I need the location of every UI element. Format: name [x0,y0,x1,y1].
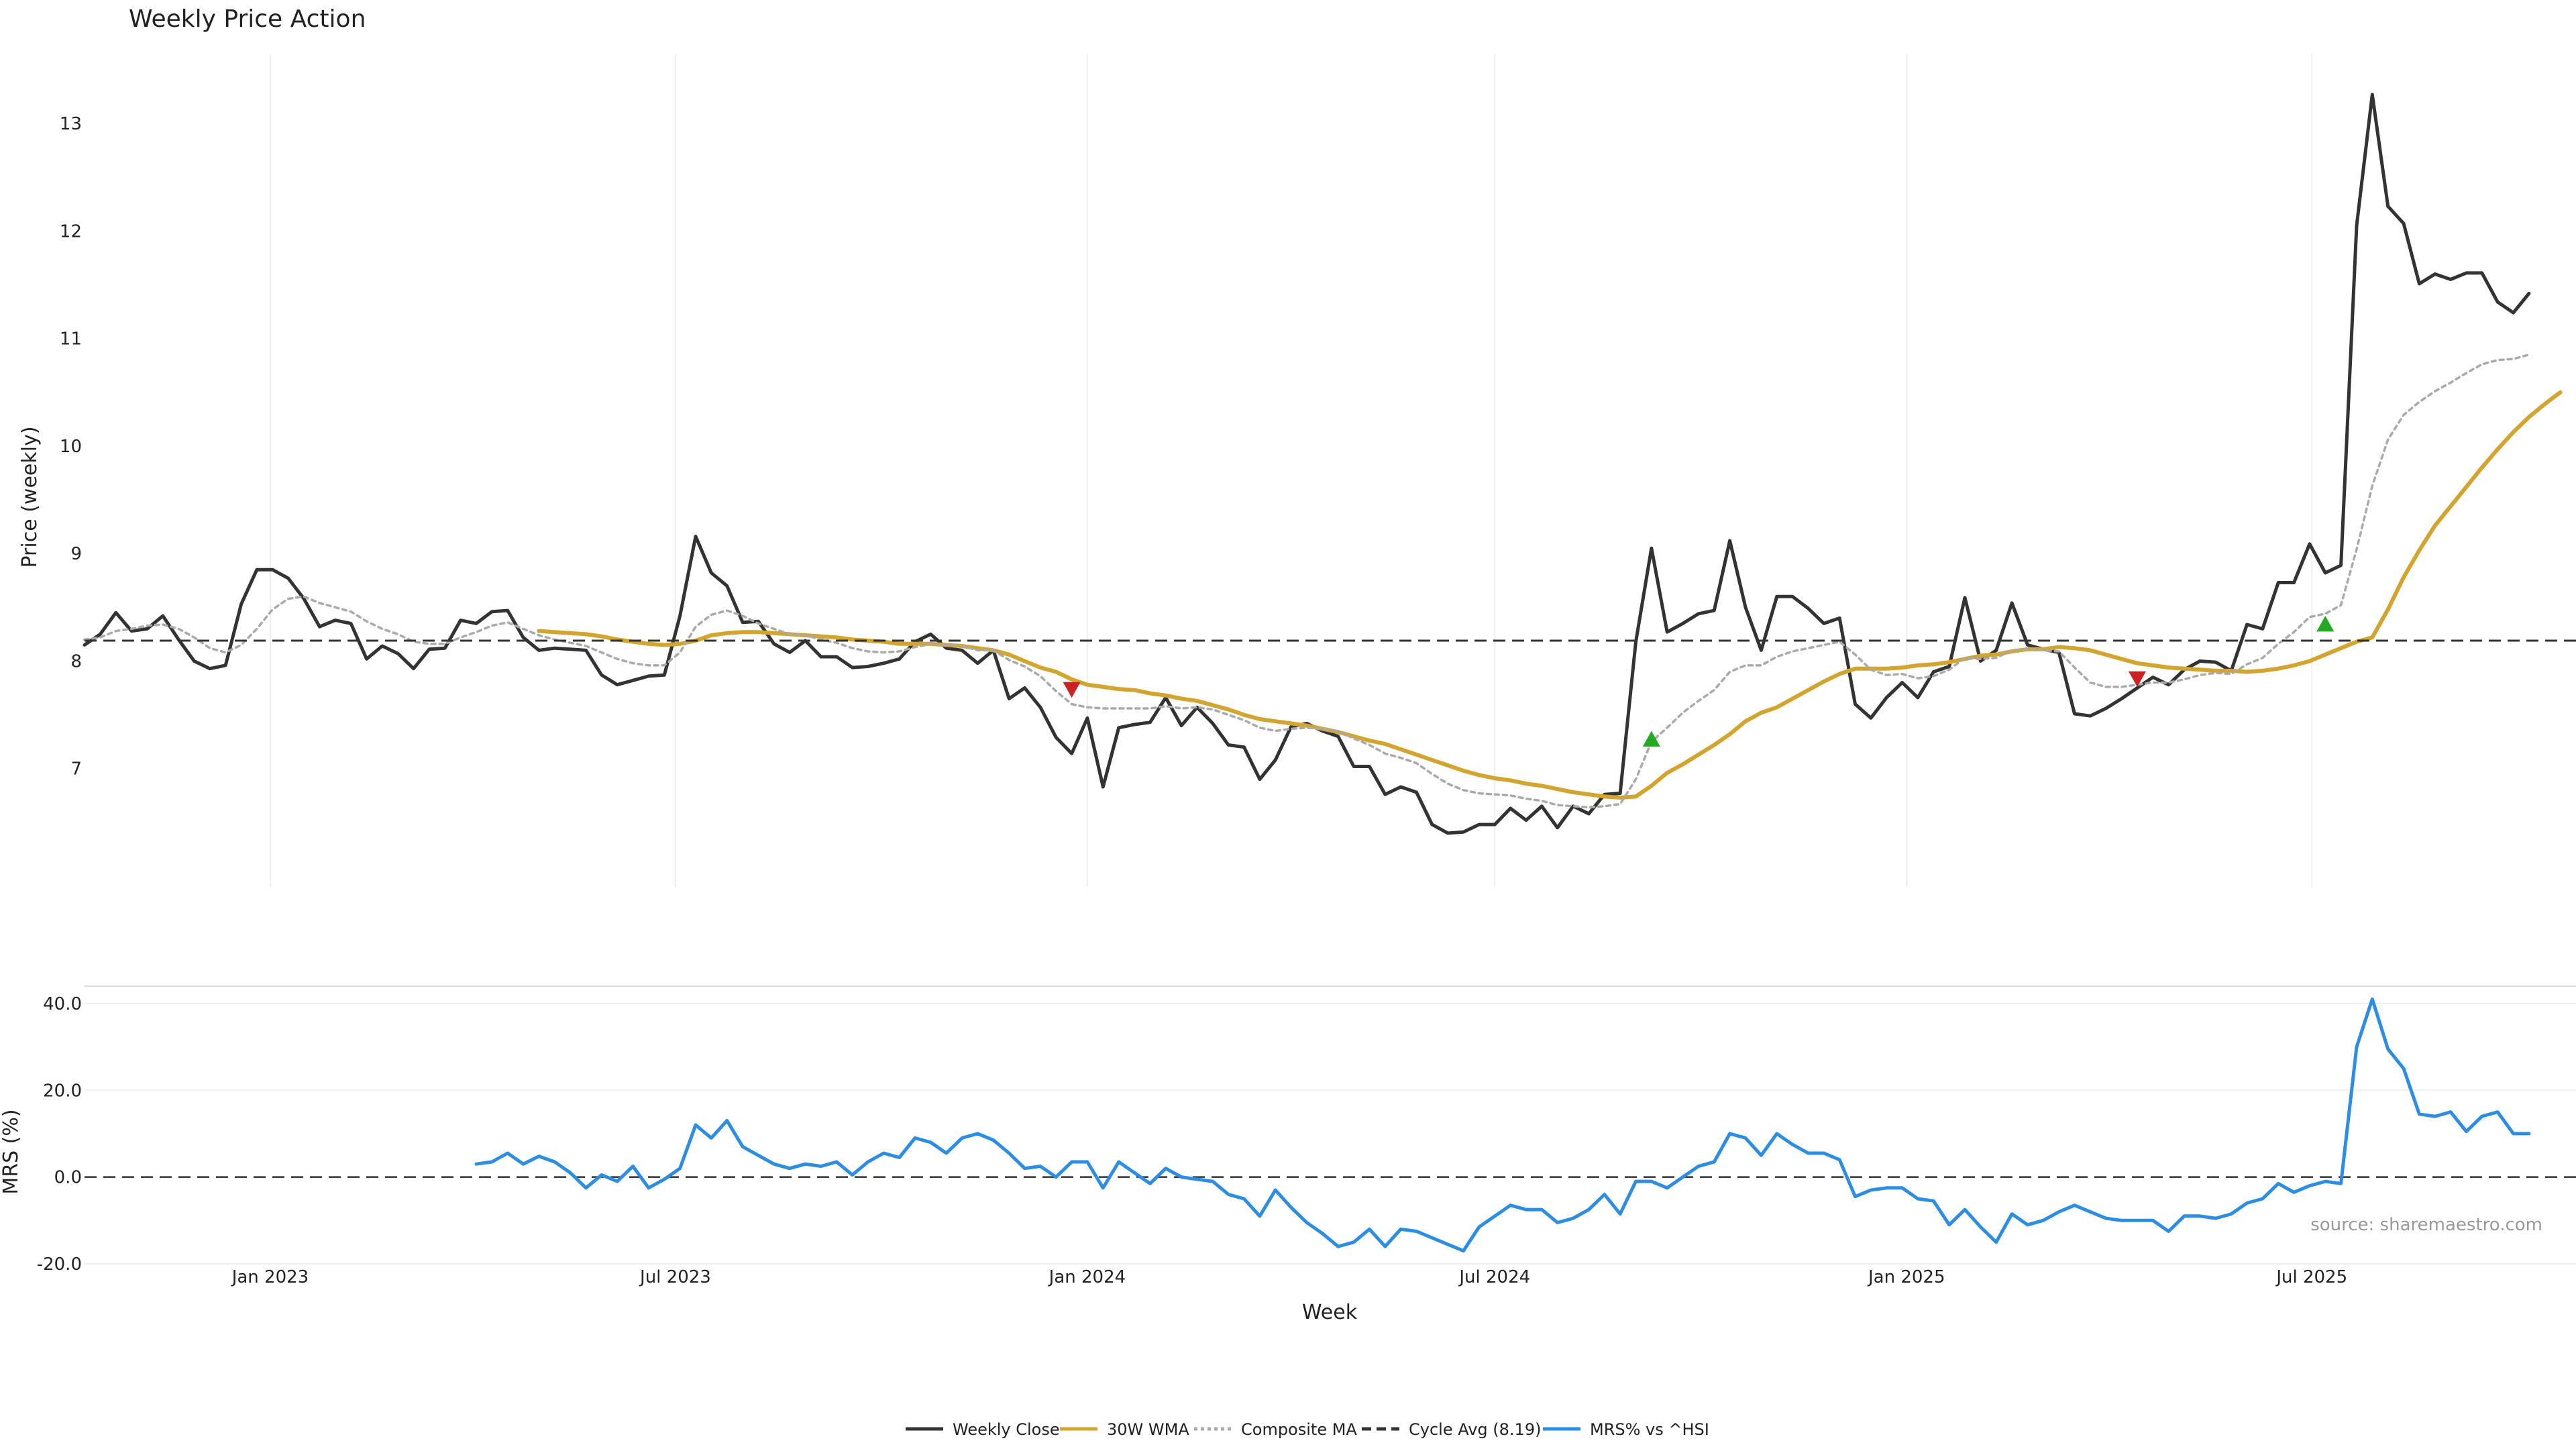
legend-label: Cycle Avg (8.19) [1409,1420,1541,1439]
sell-signal-marker [2128,671,2146,688]
y-tick-label: 7 [70,759,82,780]
buy-signal-marker [2316,615,2334,632]
y-tick-label: 10 [60,437,82,457]
series-composite-ma-line [83,353,2530,809]
series-weekly-close-line [83,93,2531,835]
x-tick-label: Jul 2023 [639,1267,711,1287]
x-tick-label: Jul 2025 [2275,1267,2347,1287]
x-tick-label: Jul 2024 [1458,1267,1530,1287]
y-tick-label: 9 [70,544,82,564]
legend-item-cycle-avg-8-19-: Cycle Avg (8.19) [1362,1420,1541,1439]
legend: Weekly Close 30W WMA Composite MA Cycle Avg… [906,1420,1709,1439]
buy-signal-marker [1642,731,1660,747]
chart-title: Weekly Price Action [129,5,366,33]
y-tick-label: 40.0 [43,994,82,1014]
series-mrs-vs-hsi-line [474,997,2531,1253]
source-note: source: sharemaestro.com [2310,1215,2542,1235]
legend-item-weekly-close: Weekly Close [906,1420,1060,1439]
y-axis-title: Price (weekly) [18,426,42,568]
legend-label: 30W WMA [1107,1420,1189,1439]
x-axis-title: Week [1302,1301,1358,1324]
series-30w-wma-line [537,390,2563,800]
x-tick-label: Jan 2025 [1867,1267,1945,1287]
legend-item-30w-wma: 30W WMA [1060,1420,1189,1439]
y-tick-label: 11 [60,329,82,350]
y-tick-label: -20.0 [37,1254,82,1275]
y-tick-label: 8 [70,651,82,672]
sell-signal-marker [1063,682,1081,698]
y-tick-label: 20.0 [43,1081,82,1101]
y-tick-label: 13 [60,114,82,134]
mrs-panel: -20.0 0.0 20.0 40.0 MRS (%) Jan 2023 Jul 2023 J… [0,985,2576,1324]
legend-label: MRS% vs ^HSI [1590,1420,1709,1439]
y-tick-label: 0.0 [54,1168,82,1188]
x-tick-label: Jan 2024 [1048,1267,1126,1287]
x-tick-label: Jan 2023 [231,1267,309,1287]
price-panel: 7 8 9 10 11 12 13 Price (weekly) [18,54,2576,887]
y-axis-title: MRS (%) [0,1109,23,1194]
legend-item-composite-ma: Composite MA [1194,1420,1357,1439]
legend-label: Composite MA [1241,1420,1357,1439]
legend-item-mrs-vs-hsi: MRS% vs ^HSI [1543,1420,1709,1439]
y-tick-label: 12 [60,221,82,241]
legend-label: Weekly Close [953,1420,1060,1439]
